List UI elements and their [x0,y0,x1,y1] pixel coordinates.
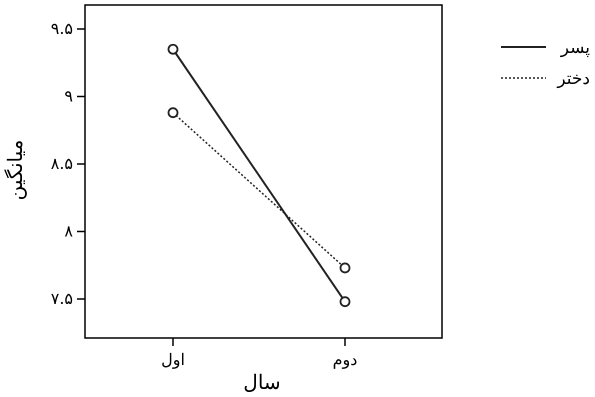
legend-label: دختر [556,69,590,89]
series-layer [167,43,351,308]
data-point-marker [339,262,351,274]
series-line [172,48,346,303]
legend: پسر دختر [501,38,590,89]
series-line [172,112,346,269]
legend-label: پسر [560,38,591,58]
x-tick-label: دوم [333,350,358,369]
x-tick-label: اول [161,350,185,369]
x-axis-title: سال [243,370,280,394]
x-axis: اول دوم [161,338,357,369]
y-axis-title: میانگین [3,140,27,201]
data-point-marker [167,107,179,119]
y-tick-label: ۷.۵ [51,289,73,308]
y-tick-label: ۹ [64,87,73,106]
y-tick-label: ۸.۵ [51,154,73,173]
y-tick-label: ۹.۵ [51,19,73,38]
data-point-marker [167,43,179,55]
y-axis: ۷.۵ ۸ ۸.۵ ۹ ۹.۵ [51,19,85,308]
plot-area-frame [84,4,443,339]
data-point-marker [339,296,351,308]
y-tick-label: ۸ [64,222,73,241]
